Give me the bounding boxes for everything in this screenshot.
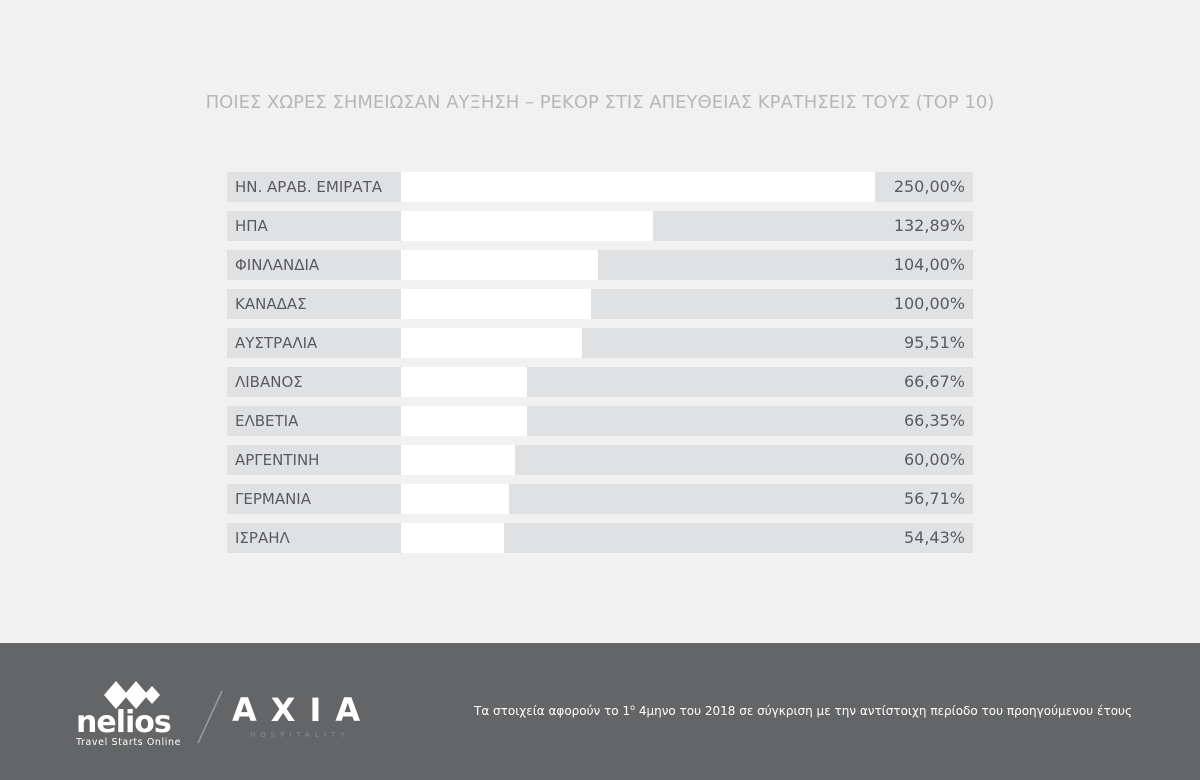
bar: [401, 289, 591, 319]
value-label: 95,51%: [897, 328, 965, 358]
value-label: 56,71%: [897, 484, 965, 514]
bar-row: ΗΝ. ΑΡΑΒ. ΕΜΙΡΑΤΑ 250,00%: [227, 172, 973, 202]
bar: [401, 250, 599, 280]
category-label: ΗΝ. ΑΡΑΒ. ΕΜΙΡΑΤΑ: [235, 178, 383, 196]
footnote-text: Τα στοιχεία αφορούν το 1: [474, 704, 631, 718]
category-label: ΙΣΡΑΗΛ: [235, 529, 290, 547]
logo-mark: [144, 686, 160, 704]
bar-row: ΚΑΝΑΔΑΣ 100,00%: [227, 289, 973, 319]
footer: nelios Travel Starts Online AXIA HOSPITA…: [0, 643, 1200, 780]
category-label: ΚΑΝΑΔΑΣ: [235, 295, 307, 313]
category-label: ΕΛΒΕΤΙΑ: [235, 412, 299, 430]
bar: [401, 211, 653, 241]
footnote-sup: ο: [630, 703, 635, 712]
value-label: 54,43%: [897, 523, 965, 553]
category-label: ΗΠΑ: [235, 217, 268, 235]
bar-row: ΑΡΓΕΝΤΙΝΗ 60,00%: [227, 445, 973, 475]
bar-row: ΦΙΝΛΑΝΔΙΑ 104,00%: [227, 250, 973, 280]
logo-divider: [197, 690, 223, 744]
value-label: 66,35%: [897, 406, 965, 436]
category-label: ΛΙΒΑΝΟΣ: [235, 373, 303, 391]
value-label: 66,67%: [897, 367, 965, 397]
value-label: 100,00%: [887, 289, 965, 319]
category-label: ΑΥΣΤΡΑΛΙΑ: [235, 334, 318, 352]
logo-mark: [104, 681, 128, 709]
bar-row: ΗΠΑ 132,89%: [227, 211, 973, 241]
logo-mark: [124, 681, 148, 709]
value-label: 104,00%: [887, 250, 965, 280]
logo-tagline: HOSPITALITY: [250, 731, 350, 739]
bar-row: ΓΕΡΜΑΝΙΑ 56,71%: [227, 484, 973, 514]
logo-tagline: Travel Starts Online: [76, 737, 182, 748]
bar-row: ΙΣΡΑΗΛ 54,43%: [227, 523, 973, 553]
footnote: Τα στοιχεία αφορούν το 1ο 4μηνο του 2018…: [474, 703, 1132, 718]
logo-name: nelios: [76, 705, 172, 740]
bar-row: ΑΥΣΤΡΑΛΙΑ 95,51%: [227, 328, 973, 358]
chart-title: ΠΟΙΕΣ ΧΩΡΕΣ ΣΗΜΕΙΩΣΑΝ ΑΥΞΗΣΗ – ΡΕΚΟΡ ΣΤΙ…: [205, 92, 995, 113]
category-label: ΦΙΝΛΑΝΔΙΑ: [235, 256, 320, 274]
bar: [401, 484, 509, 514]
bar-row: ΕΛΒΕΤΙΑ 66,35%: [227, 406, 973, 436]
bar: [401, 328, 583, 358]
value-label: 250,00%: [887, 172, 965, 202]
bar: [401, 523, 505, 553]
logo-graphics: [104, 681, 223, 744]
bar: [401, 367, 528, 397]
bar: [401, 445, 515, 475]
chart: ΗΝ. ΑΡΑΒ. ΕΜΙΡΑΤΑ 250,00% ΗΠΑ 132,89% ΦΙΝΛΑΝ…: [227, 172, 973, 562]
category-label: ΑΡΓΕΝΤΙΝΗ: [235, 451, 320, 469]
logo-name: AXIA: [232, 691, 375, 729]
bar: [401, 406, 527, 436]
value-label: 60,00%: [897, 445, 965, 475]
footnote-text: 4μηνο του 2018 σε σύγκριση με την αντίστ…: [635, 704, 1133, 718]
category-label: ΓΕΡΜΑΝΙΑ: [235, 490, 311, 508]
bar: [401, 172, 875, 202]
value-label: 132,89%: [887, 211, 965, 241]
bar-row: ΛΙΒΑΝΟΣ 66,67%: [227, 367, 973, 397]
